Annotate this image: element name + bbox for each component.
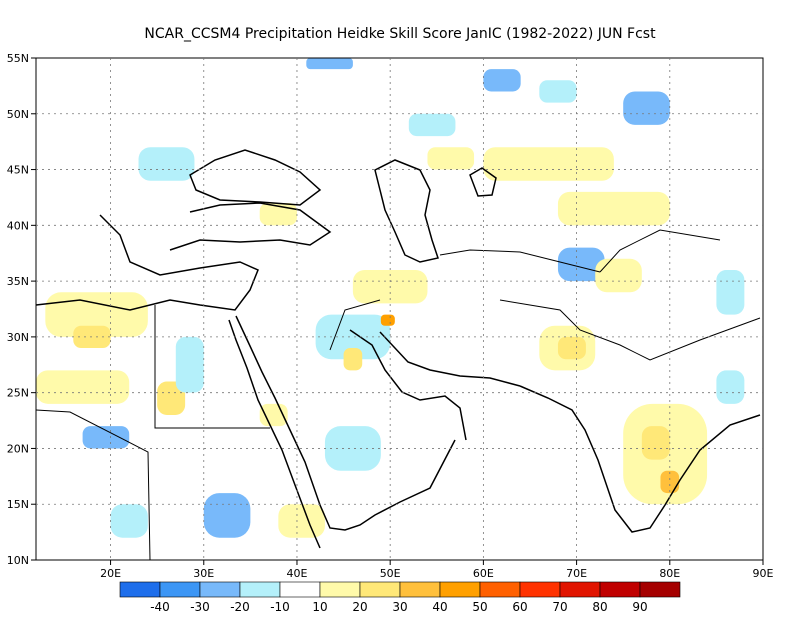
colorbar-label: 30: [392, 600, 407, 614]
colorbar-swatch-5: [319, 581, 361, 598]
colorbar-label: 20: [352, 600, 367, 614]
colorbar-swatch-4: [279, 581, 321, 598]
colorbar-label: -30: [190, 600, 210, 614]
colorbar-swatch-7: [399, 581, 441, 598]
skill-patch-23: [138, 147, 195, 181]
skill-patch-5: [82, 426, 130, 449]
lon-tick-label: 80E: [659, 567, 680, 580]
border-lines: [35, 229, 761, 561]
mediterranean-coast: [35, 214, 259, 311]
india-coast: [519, 385, 761, 533]
lon-tick-label: 20E: [100, 567, 121, 580]
africa-coast: [228, 319, 321, 549]
skill-patch-9: [324, 426, 381, 471]
coastline-layer: [35, 149, 761, 561]
colorbar-swatch-0: [119, 581, 161, 598]
gulf-coast: [349, 329, 467, 441]
colorbar: -40 -30 -20 -10 10 20 30 40 50 60 70 80 90: [119, 581, 681, 614]
colorbar-label: 80: [592, 600, 607, 614]
lat-tick-label: 40N: [7, 219, 29, 232]
colorbar-swatch-2: [199, 581, 241, 598]
skill-patch-6: [203, 493, 251, 538]
iran-coast: [379, 331, 521, 387]
skill-patch-20: [539, 80, 577, 103]
skill-patch-30: [278, 504, 325, 538]
colorbar-swatch-12: [599, 581, 641, 598]
skill-patch-2: [36, 370, 130, 404]
colorbar-label: 90: [632, 600, 647, 614]
colorbar-label: 10: [312, 600, 327, 614]
skill-patch-22: [306, 58, 353, 70]
skill-patch-14: [660, 470, 680, 494]
lat-tick-label: 10N: [7, 554, 29, 567]
lat-tick-label: 25N: [7, 387, 29, 400]
skill-patch-17: [483, 147, 614, 181]
lon-tick-label: 40E: [286, 567, 307, 580]
latitude-axis: 10N 15N 20N 25N 30N 35N 40N 45N 50N 55N: [7, 52, 36, 567]
lat-tick-label: 45N: [7, 164, 29, 177]
colorbar-swatch-13: [639, 581, 681, 598]
lon-tick-label: 60E: [473, 567, 494, 580]
colorbar-swatch-10: [519, 581, 561, 598]
skill-patch-16: [557, 336, 586, 360]
colorbar-swatch-3: [239, 581, 281, 598]
skill-patch-26: [595, 258, 642, 293]
lat-tick-label: 15N: [7, 498, 29, 511]
skill-patch-8: [343, 348, 363, 371]
colorbar-swatch-6: [359, 581, 401, 598]
red-sea-coast: [235, 315, 456, 531]
skill-patch-4: [175, 336, 204, 393]
caspian-coast: [374, 159, 439, 263]
skill-patch-19: [623, 91, 670, 125]
lon-tick-label: 90E: [753, 567, 774, 580]
map-frame: [35, 57, 764, 561]
colorbar-label: 50: [472, 600, 487, 614]
colorbar-label: 40: [432, 600, 447, 614]
skill-patch-32: [716, 269, 745, 315]
colorbar-label: -20: [230, 600, 250, 614]
colorbar-label: 70: [552, 600, 567, 614]
colorbar-label: -40: [150, 600, 170, 614]
skill-patch-27: [427, 147, 475, 170]
lon-tick-label: 50E: [380, 567, 401, 580]
colorbar-label: -10: [270, 600, 290, 614]
map-title: NCAR_CCSM4 Precipitation Heidke Skill Sc…: [144, 26, 656, 42]
skill-patch-0: [45, 292, 148, 337]
graticule-layer: [36, 58, 763, 560]
skill-patch-11: [380, 314, 395, 326]
lon-tick-label: 70E: [566, 567, 587, 580]
turkey-coast: [169, 202, 332, 251]
skill-patch-7: [315, 314, 391, 360]
skill-patch-13: [641, 426, 670, 460]
skill-patch-25: [557, 247, 605, 282]
colorbar-swatch-1: [159, 581, 201, 598]
lon-tick-label: 30E: [193, 567, 214, 580]
lat-tick-label: 55N: [7, 52, 29, 65]
lat-tick-label: 20N: [7, 442, 29, 455]
colorbar-swatch-9: [479, 581, 521, 598]
colorbar-swatch-11: [559, 581, 601, 598]
skill-patch-29: [110, 504, 148, 538]
skill-shading-layer: [36, 58, 745, 538]
colorbar-swatch-8: [439, 581, 481, 598]
skill-patch-18: [557, 191, 670, 226]
longitude-axis: 20E 30E 40E 50E 60E 70E 80E 90E: [100, 560, 774, 580]
skill-patch-33: [716, 370, 745, 404]
skill-patch-21: [483, 69, 521, 92]
skill-patch-31: [408, 113, 456, 137]
lat-tick-label: 30N: [7, 331, 29, 344]
skill-patch-3: [157, 381, 186, 415]
black-sea-coast: [189, 149, 322, 206]
lat-tick-label: 35N: [7, 275, 29, 288]
colorbar-label: 60: [512, 600, 527, 614]
lat-tick-label: 50N: [7, 108, 29, 121]
